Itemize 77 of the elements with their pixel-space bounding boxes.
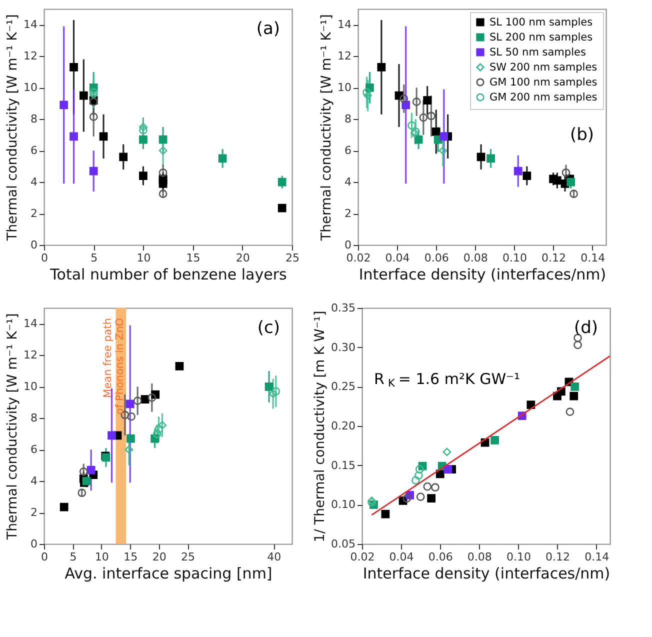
x-tick-label: 0.02: [350, 550, 375, 564]
x-tick-label: 0.06: [428, 550, 453, 564]
y-tick-label: 14: [24, 18, 38, 32]
y-tick-label: 0.25: [331, 380, 356, 394]
y-tick-label: 0.35: [331, 302, 356, 314]
y-axis-title: 1/ Thermal conductivity [m K W⁻¹]: [312, 310, 328, 542]
x-tick-label: 0.08: [467, 550, 492, 564]
annotation: (d): [574, 318, 598, 338]
legend-label: SW 200 nm samples: [490, 61, 598, 74]
x-axis-title: Avg. interface spacing [nm]: [64, 564, 272, 582]
y-tick-label: 8: [30, 412, 38, 425]
x-tick-label: 10: [136, 252, 151, 264]
x-tick-label: 0: [41, 550, 48, 564]
x-tick-label: 0.14: [584, 550, 610, 564]
y-tick-label: 0: [344, 238, 352, 252]
y-tick-label: 4: [344, 176, 352, 189]
y-tick-label: 0.05: [331, 538, 356, 550]
x-tick-label: 5: [90, 252, 98, 264]
x-axis-title: Interface density (interfaces/nm): [362, 564, 610, 582]
x-tick-label: 0.12: [546, 550, 570, 564]
x-axis-title: Interface density (interfaces/nm): [358, 266, 606, 284]
y-tick-label: 6: [344, 144, 352, 158]
annotation: (a): [256, 19, 280, 39]
y-tick-label: 2: [30, 506, 38, 520]
y-tick-label: 0.20: [331, 420, 356, 432]
y-tick-label: 0.10: [331, 498, 356, 512]
y-tick-label: 4: [30, 176, 38, 189]
y-tick-label: 12: [338, 50, 352, 63]
band-label: Mean free path of Phonons in ZnO: [102, 318, 126, 414]
x-axis-title: Total number of benzene layers: [49, 266, 287, 284]
x-tick-label: 0.02: [346, 252, 371, 264]
y-tick-label: 6: [30, 144, 38, 158]
x-tick-label: 0.08: [463, 252, 488, 264]
y-tick-label: 4: [30, 474, 38, 488]
legend-label: SL 200 nm samples: [490, 31, 593, 44]
x-tick-label: 0.12: [542, 252, 566, 264]
y-tick-label: 8: [344, 112, 352, 126]
y-tick-label: 12: [24, 348, 38, 362]
y-tick-label: 0: [30, 238, 38, 252]
y-tick-label: 0: [30, 538, 38, 550]
y-tick-label: 0.30: [331, 340, 356, 354]
x-tick-label: 0: [41, 252, 48, 264]
annotation: (c): [257, 318, 280, 338]
x-tick-label: 20: [236, 252, 250, 264]
y-tick-label: 12: [24, 50, 38, 63]
y-tick-label: 8: [30, 112, 38, 126]
legend-label: SL 100 nm samples: [490, 16, 593, 28]
y-tick-label: 2: [344, 207, 352, 220]
x-tick-label: 25: [181, 550, 196, 564]
y-axis-title: Thermal conductivity [W m⁻¹ K⁻¹]: [318, 14, 335, 242]
x-tick-label: 0.06: [424, 252, 449, 264]
y-tick-label: 10: [24, 380, 38, 394]
y-axis-title: Thermal conductivity [W m⁻¹ K⁻¹]: [4, 313, 21, 541]
y-tick-label: 2: [30, 207, 38, 220]
x-tick-label: 40: [267, 550, 282, 564]
legend-label: GM 200 nm samples: [490, 91, 598, 104]
legend-label: SL 50 nm samples: [490, 46, 586, 58]
x-tick-label: 15: [186, 252, 200, 264]
y-tick-label: 10: [338, 81, 352, 94]
y-axis-title: Thermal conductivity [W m⁻¹ K⁻¹]: [4, 14, 21, 242]
y-tick-label: 6: [30, 443, 38, 456]
x-tick-label: 5: [70, 550, 77, 564]
x-tick-label: 0.10: [506, 550, 531, 564]
y-tick-label: 10: [24, 81, 38, 94]
x-tick-label: 0.04: [385, 252, 410, 264]
x-tick-label: 0.10: [502, 252, 527, 264]
x-tick-label: 25: [286, 252, 300, 264]
x-tick-label: 0.14: [580, 252, 606, 264]
legend-label: GM 100 nm samples: [490, 76, 598, 88]
x-tick-label: 10: [94, 550, 109, 564]
y-tick-label: 0.15: [331, 458, 356, 472]
x-tick-label: 0.04: [389, 550, 414, 564]
y-tick-label: 14: [24, 317, 38, 330]
x-tick-label: 15: [124, 550, 138, 564]
y-tick-label: 14: [338, 18, 352, 32]
x-tick-label: 20: [152, 550, 166, 564]
annotation: (b): [570, 125, 594, 145]
